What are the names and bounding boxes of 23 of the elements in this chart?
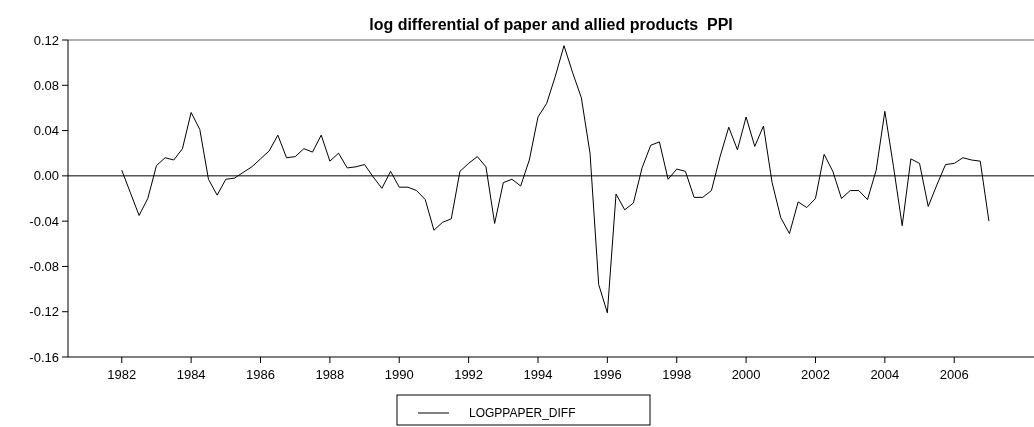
x-tick-label: 1984	[176, 367, 206, 382]
y-tick-label: -0.08	[29, 258, 59, 274]
chart-title: log differential of paper and allied products PPI	[369, 16, 733, 33]
legend-label: LOGPPAPER_DIFF	[469, 406, 576, 421]
y-tick-label: 0.00	[33, 168, 59, 184]
y-tick-label: 0.04	[33, 123, 59, 139]
x-tick-label: 2002	[801, 367, 830, 382]
x-tick-label: 2000	[731, 367, 761, 382]
y-tick-label: -0.16	[29, 349, 59, 365]
x-tick-label: 1992	[454, 367, 484, 382]
x-tick-label: 1986	[246, 367, 275, 382]
x-tick-label: 1982	[107, 367, 137, 382]
y-tick-label: -0.04	[29, 213, 59, 229]
x-tick-label: 2004	[870, 367, 900, 382]
x-tick-label: 1990	[384, 367, 414, 382]
y-tick-label: 0.08	[33, 77, 59, 93]
y-tick-label: -0.12	[29, 304, 59, 320]
x-tick-label: 1998	[662, 367, 692, 382]
x-tick-label: 1996	[592, 367, 622, 382]
x-tick-label: 2006	[939, 367, 969, 382]
y-tick-label: 0.12	[33, 32, 59, 48]
x-tick-label: 1988	[315, 367, 345, 382]
x-tick-label: 1994	[523, 367, 553, 382]
